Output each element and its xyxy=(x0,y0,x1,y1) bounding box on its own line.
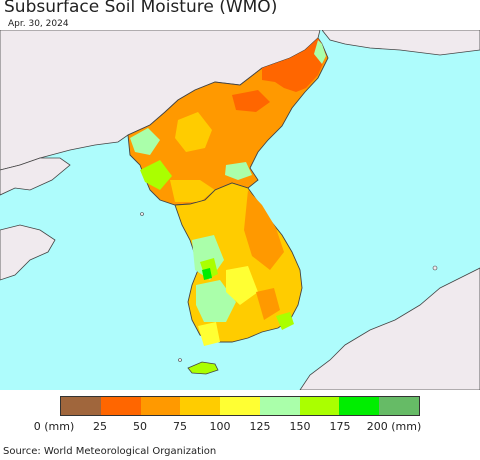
legend-colorbar xyxy=(60,396,420,416)
china-land-liaodong xyxy=(0,157,71,196)
nk-yellow-south xyxy=(170,180,215,202)
island-dot xyxy=(140,212,144,216)
map-date: Apr. 30, 2024 xyxy=(8,19,69,29)
legend-label: 200 (mm) xyxy=(366,420,422,433)
sk-orange-east xyxy=(244,190,284,270)
jeju-island xyxy=(187,361,219,375)
legend-label: 0 (mm) xyxy=(33,420,75,433)
nk-orange-red xyxy=(262,38,326,92)
sk-green-southeast xyxy=(276,312,294,330)
legend-label: 25 xyxy=(93,420,107,433)
china-land-shandong xyxy=(0,224,56,281)
nk-red-band xyxy=(232,90,270,112)
sk-bright-green xyxy=(202,268,212,280)
source-credit: Source: World Meteorological Organizatio… xyxy=(3,446,217,457)
legend-swatch xyxy=(100,397,141,415)
legend-swatch xyxy=(379,397,420,415)
nk-green-west xyxy=(130,128,160,155)
legend-swatch xyxy=(259,397,300,415)
russia-land xyxy=(321,30,480,56)
legend-swatch xyxy=(299,397,340,415)
legend-swatch xyxy=(339,397,380,415)
nk-green-northeast xyxy=(314,40,326,64)
legend-label: 150 xyxy=(289,420,311,433)
nk-green-east xyxy=(225,162,252,180)
soil-moisture-map xyxy=(0,30,480,390)
sk-orange-center xyxy=(256,288,280,320)
legend-label: 75 xyxy=(173,420,187,433)
legend-swatch xyxy=(220,397,260,415)
sk-yellow-center xyxy=(226,266,258,305)
island-dot xyxy=(432,265,438,271)
island-dot xyxy=(178,358,182,362)
legend-label: 50 xyxy=(133,420,147,433)
nk-green-coast xyxy=(140,160,172,190)
japan-land xyxy=(299,267,480,390)
nk-yellow-center xyxy=(175,112,212,152)
legend-swatch xyxy=(180,397,221,415)
legend-label: 100 xyxy=(209,420,231,433)
legend-label: 175 xyxy=(329,420,351,433)
legend-labels: 0 (mm) 25 50 75 100 125 150 175 200 (mm) xyxy=(0,420,480,436)
legend-swatch xyxy=(140,397,181,415)
legend-swatch xyxy=(61,397,101,415)
sk-yellow-southwest xyxy=(198,322,220,346)
map-title: Subsurface Soil Moisture (WMO) xyxy=(4,0,278,17)
legend-label: 125 xyxy=(249,420,271,433)
